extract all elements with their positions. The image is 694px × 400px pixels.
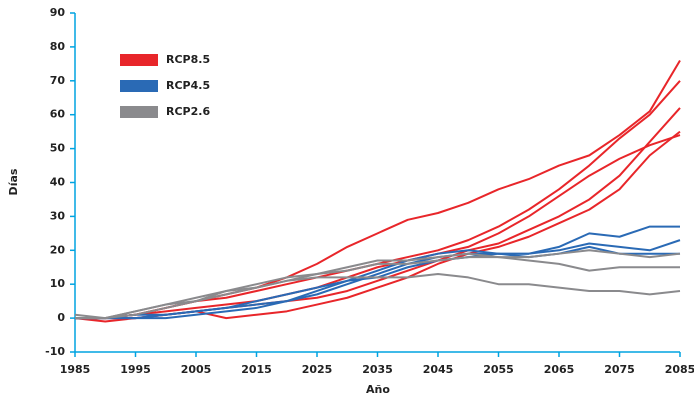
y-tick-label: 20	[50, 243, 66, 256]
y-axis-label: Días	[7, 168, 20, 195]
x-tick-label: 2065	[544, 363, 575, 376]
series-line	[75, 249, 681, 320]
series-line	[75, 134, 681, 320]
series-line	[74, 130, 681, 323]
y-tick-label: 40	[50, 176, 66, 189]
x-tick-label: 1985	[60, 363, 91, 376]
y-tick-label: -10	[45, 345, 65, 358]
y-tick-label: 30	[50, 209, 66, 222]
legend-swatch	[120, 80, 158, 92]
x-tick-label: 2085	[665, 363, 694, 376]
x-axis-label: Año	[366, 383, 390, 396]
series-line	[75, 59, 681, 320]
legend-swatch	[120, 106, 158, 118]
x-tick-label: 2045	[423, 363, 454, 376]
series-line	[75, 239, 681, 320]
series-line	[74, 256, 680, 320]
x-tick-label: 2015	[241, 363, 272, 376]
y-tick-label: 70	[50, 74, 66, 87]
x-tick-label: 2075	[604, 363, 635, 376]
x-tick-label: 2055	[483, 363, 514, 376]
y-tick-label: 50	[50, 142, 66, 155]
legend-label: RCP4.5	[166, 79, 210, 92]
legend-label: RCP2.6	[166, 105, 210, 118]
x-tick-label: 2035	[362, 363, 393, 376]
y-tick-label: 60	[50, 108, 66, 121]
legend-label: RCP8.5	[166, 53, 210, 66]
y-tick-label: 10	[50, 277, 66, 290]
x-tick-label: 2025	[302, 363, 333, 376]
x-tick-label: 1995	[120, 363, 151, 376]
series-line	[75, 273, 681, 320]
legend-swatch	[120, 54, 158, 66]
x-tick-label: 2005	[181, 363, 212, 376]
y-tick-label: 90	[50, 6, 66, 19]
y-tick-label: 0	[57, 311, 65, 324]
y-tick-label: 80	[50, 40, 66, 53]
